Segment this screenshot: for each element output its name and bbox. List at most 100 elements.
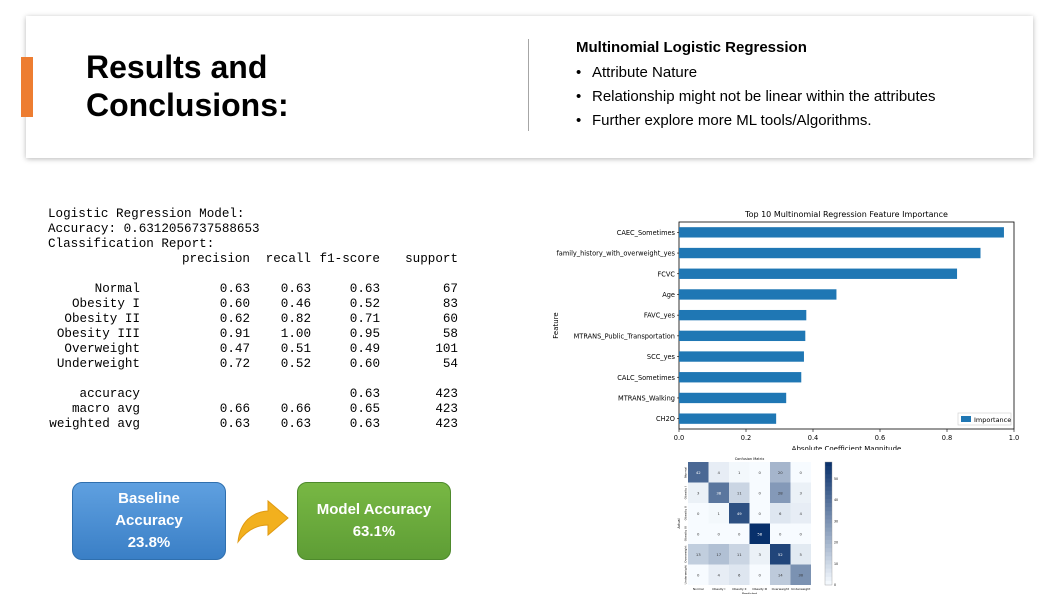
heatmap-cell	[708, 462, 729, 483]
heatmap-cell	[749, 462, 770, 483]
tick-label-x: Underweight	[791, 587, 811, 591]
heatmap-cell	[729, 503, 750, 524]
heatmap-cell	[749, 503, 770, 524]
heatmap-cell	[749, 523, 770, 544]
tick-label-x: Overweight	[772, 587, 790, 591]
conclusion-item: Relationship might not be linear within …	[576, 88, 936, 112]
report-cell: 423	[435, 402, 458, 416]
cell-value: 28	[778, 490, 783, 495]
heatmap-cell	[688, 564, 709, 585]
colorbar-segment	[825, 498, 832, 504]
cell-value: 49	[737, 511, 742, 516]
report-spacer	[48, 267, 458, 282]
heatmap-cell	[729, 544, 750, 565]
y-axis-label: Feature	[553, 312, 560, 338]
report-cell: 0.95	[349, 327, 380, 341]
bar	[679, 392, 787, 404]
bar	[679, 309, 807, 321]
colorbar-segment	[825, 576, 832, 582]
title-line-2: Conclusions:	[86, 87, 289, 123]
colorbar-segment	[825, 556, 832, 561]
cell-value: 0	[718, 531, 721, 536]
legend-label: Importance	[974, 416, 1011, 424]
report-row: accuracy 0.63 423	[48, 387, 458, 402]
cell-value: 0	[759, 572, 762, 577]
report-cell: 0.63	[349, 417, 380, 431]
cell-value: 17	[716, 552, 721, 557]
cell-value: 3	[800, 490, 803, 495]
tick-label-x: Normal	[693, 587, 704, 591]
heatmap-cell	[708, 482, 729, 503]
bar	[679, 268, 958, 279]
tick-label-y: MTRANS_Public_Transportation	[574, 332, 675, 340]
legend-swatch	[961, 416, 971, 422]
accent-bar	[21, 57, 33, 117]
heatmap-cell	[770, 482, 791, 503]
report-cell: 83	[442, 297, 458, 311]
report-cell: 0.66	[280, 402, 311, 416]
heatmap-cell	[790, 544, 811, 565]
report-row-label: accuracy	[79, 387, 140, 401]
colorbar-segment	[825, 515, 832, 520]
report-cell: 0.63	[280, 417, 311, 431]
subhead: Multinomial Logistic Regression	[576, 39, 807, 56]
heatmap-cell	[749, 564, 770, 585]
tick-label-y: SCC_yes	[647, 353, 676, 361]
report-cell: 67	[442, 282, 458, 296]
report-cell: 101	[435, 342, 458, 356]
cell-value: 58	[757, 531, 762, 536]
cm-y-label: Actual	[677, 518, 681, 528]
model-value: 63.1%	[352, 523, 396, 540]
cell-value: 0	[697, 511, 700, 516]
baseline-label: Baseline	[118, 490, 180, 507]
heatmap-cell	[729, 482, 750, 503]
plot-frame	[678, 221, 1015, 430]
bar	[679, 351, 804, 362]
cell-value: 11	[737, 552, 742, 557]
tick-label-y: MTRANS_Walking	[618, 394, 675, 402]
model-accuracy-box: Model Accuracy 63.1%	[297, 482, 451, 560]
report-cell: 58	[442, 327, 458, 341]
colorbar-segment	[825, 482, 832, 487]
cell-value: 1	[718, 511, 721, 516]
tick-label-x: 0.6	[875, 434, 886, 442]
heatmap-cell	[708, 523, 729, 544]
title-line-1: Results and	[86, 49, 268, 85]
heatmap-cell	[729, 523, 750, 544]
heatmap-cell	[749, 482, 770, 503]
cell-value: 30	[798, 572, 803, 577]
heatmap-cell	[770, 523, 791, 544]
colorbar-segment	[825, 523, 832, 528]
report-heading: Logistic Regression Model:	[48, 207, 245, 221]
conclusion-list: Attribute Nature Relationship might not …	[576, 64, 936, 136]
heatmap-cell	[790, 564, 811, 585]
page-title: Results and Conclusions:	[86, 48, 386, 124]
tick-label-x: Obesity II	[732, 587, 746, 591]
tick-label-y: CALC_Sometimes	[617, 374, 675, 382]
report-row-label: Obesity I	[71, 297, 140, 311]
report-row-label: Overweight	[64, 342, 140, 356]
cell-value: 0	[759, 470, 762, 475]
report-column-headers: precision recall f1-score support	[48, 252, 458, 267]
report-row-label: Underweight	[56, 357, 140, 371]
tick-label-x: Obesity III	[752, 587, 767, 591]
report-cell: 0.72	[219, 357, 250, 371]
conclusion-item: Attribute Nature	[576, 64, 936, 88]
report-cell: 1.00	[280, 327, 311, 341]
heatmap-cell	[688, 503, 709, 524]
cm-x-label: Predicted	[742, 592, 757, 594]
colorbar-segment	[825, 548, 832, 553]
report-cell: 60	[442, 312, 458, 326]
heatmap-cell	[688, 523, 709, 544]
tick-label-y: Overweight	[684, 545, 688, 563]
heatmap-cell	[770, 503, 791, 524]
cell-value: 38	[716, 490, 721, 495]
report-rows: Normal 0.63 0.63 0.63 67 Obesity I 0.60 0.46 0.5…	[48, 282, 458, 372]
heatmap-cell	[688, 462, 709, 483]
heatmap-cell	[790, 503, 811, 524]
report-cell: 0.63	[280, 282, 311, 296]
report-row: Obesity III 0.91 1.00 0.95 58	[48, 327, 458, 342]
tick-label-y: family_history_with_overweight_yes	[556, 250, 675, 258]
colorbar-segment	[825, 507, 832, 512]
report-cell: 0.65	[349, 402, 380, 416]
